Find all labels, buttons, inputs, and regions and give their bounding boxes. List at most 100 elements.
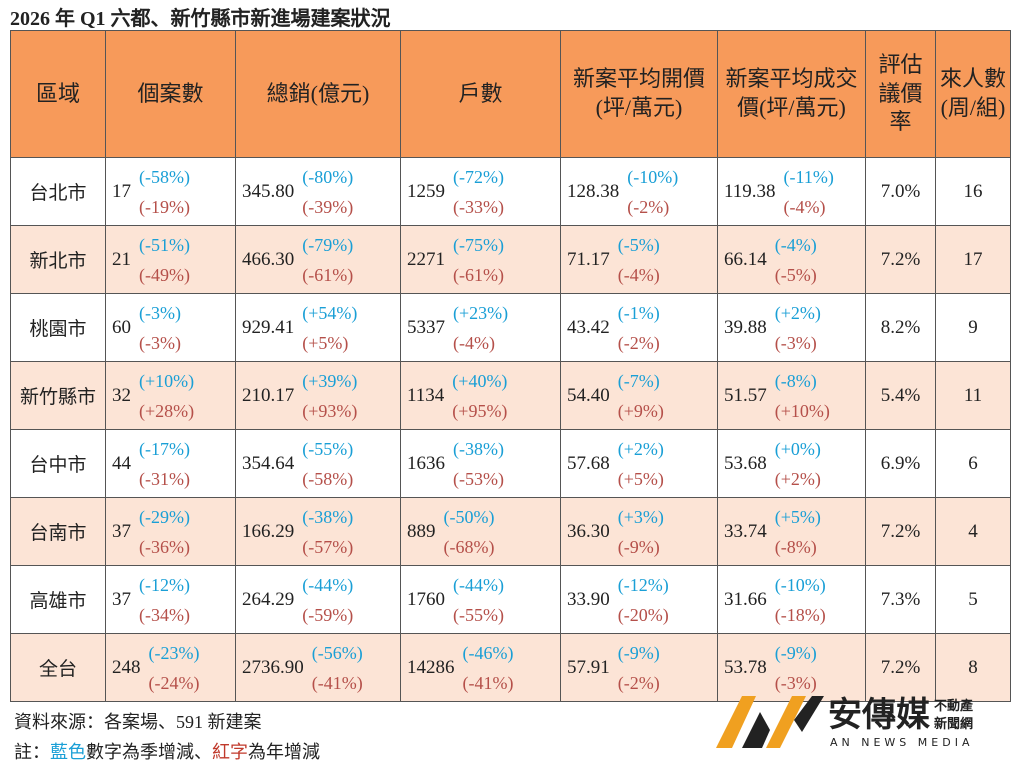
region-cell: 台中市 (10, 429, 106, 498)
cell-content: 33.74 (+5%) (-8%) (718, 502, 865, 562)
value-cell: 7.3% (865, 565, 936, 634)
cell-content: 354.64 (-55%) (-58%) (236, 434, 400, 494)
value-cell: 2271 (-75%) (-61%) (400, 225, 561, 294)
region-cell: 台南市 (10, 497, 106, 566)
change-pair: (-56%) (-41%) (312, 638, 363, 698)
cell-value: 39.88 (724, 316, 767, 338)
quarter-change: (-79%) (302, 234, 354, 255)
quarter-change: (-10%) (627, 166, 679, 187)
value-cell: 1259 (-72%) (-33%) (400, 157, 561, 226)
value-cell: 33.74 (+5%) (-8%) (717, 497, 866, 566)
header-row: 區域 個案數 總銷(億元) 戶數 新案平均開價(坪/萬元) 新案平均成交價(坪/萬元) 評估… (10, 30, 1011, 158)
quarter-change: (+2%) (774, 302, 821, 323)
quarter-change: (-9%) (774, 642, 817, 663)
value-cell: 128.38 (-10%) (-2%) (560, 157, 718, 226)
note-text: 數字為季增減、 (86, 742, 212, 762)
cell-content: 31.66 (-10%) (-18%) (718, 570, 865, 630)
value-cell: 1134 (+40%) (+95%) (400, 361, 561, 430)
year-change: (-33%) (453, 196, 504, 217)
change-pair: (-75%) (-61%) (453, 230, 504, 290)
value-cell: 466.30 (-79%) (-61%) (235, 225, 401, 294)
region-cell: 桃園市 (10, 293, 106, 362)
change-pair: (-11%) (-4%) (784, 162, 834, 222)
column-header: 評估議價率 (865, 30, 936, 158)
cell-content: 889 (-50%) (-68%) (401, 502, 560, 562)
year-change: (-53%) (453, 468, 504, 489)
value-cell: 1760 (-44%) (-55%) (400, 565, 561, 634)
quarter-change: (+3%) (617, 506, 664, 527)
year-change: (-39%) (302, 196, 354, 217)
cell-content: 2271 (-75%) (-61%) (401, 230, 560, 290)
quarter-change: (+5%) (774, 506, 821, 527)
cell-content: 57.68 (+2%) (+5%) (561, 434, 717, 494)
cell-value: 60 (112, 316, 131, 338)
change-pair: (-23%) (-24%) (149, 638, 200, 698)
value-cell: 6 (935, 429, 1011, 498)
cell-content: 32 (+10%) (+28%) (106, 366, 235, 426)
value-cell: 210.17 (+39%) (+93%) (235, 361, 401, 430)
color-note: 註：藍色數字為季增減、紅字為年增減 (14, 738, 320, 764)
value-cell: 8.2% (865, 293, 936, 362)
value-cell: 5.4% (865, 361, 936, 430)
value-cell: 54.40 (-7%) (+9%) (560, 361, 718, 430)
column-header: 新案平均成交價(坪/萬元) (717, 30, 866, 158)
value-cell: 39.88 (+2%) (-3%) (717, 293, 866, 362)
cell-content: 66.14 (-4%) (-5%) (718, 230, 865, 290)
change-pair: (-10%) (-2%) (627, 162, 678, 222)
source-note: 資料來源：各案場、591 新建案 (14, 712, 262, 732)
quarter-change: (-50%) (443, 506, 495, 527)
change-pair: (-58%) (-19%) (139, 162, 190, 222)
cell-value: 1134 (407, 384, 445, 406)
change-pair: (-55%) (-58%) (302, 434, 353, 494)
cell-content: 53.68 (+0%) (+2%) (718, 434, 865, 494)
year-change: (-3%) (774, 332, 817, 353)
year-change: (-41%) (462, 672, 514, 693)
cell-content: 264.29 (-44%) (-59%) (236, 570, 400, 630)
quarter-change: (-38%) (453, 438, 504, 459)
cell-content: 5337 (+23%) (-4%) (401, 298, 560, 358)
cell-value: 166.29 (242, 520, 295, 542)
quarter-change: (+0%) (774, 438, 821, 459)
cell-content: 1259 (-72%) (-33%) (401, 162, 560, 222)
change-pair: (-10%) (-18%) (775, 570, 826, 630)
change-pair: (-38%) (-57%) (302, 502, 353, 562)
cell-content: 1760 (-44%) (-55%) (401, 570, 560, 630)
year-change: (-31%) (139, 468, 190, 489)
cell-content: 210.17 (+39%) (+93%) (236, 366, 400, 426)
region-cell: 台北市 (10, 157, 106, 226)
value-cell: 16 (935, 157, 1011, 226)
cell-content: 2736.90 (-56%) (-41%) (236, 638, 400, 698)
cell-value: 44 (112, 452, 131, 474)
value-cell: 889 (-50%) (-68%) (400, 497, 561, 566)
cell-value: 53.78 (724, 656, 767, 678)
change-pair: (-12%) (-34%) (139, 570, 190, 630)
change-pair: (-46%) (-41%) (463, 638, 514, 698)
year-change: (+9%) (617, 400, 664, 421)
change-pair: (-1%) (-2%) (618, 298, 660, 358)
year-change: (-41%) (311, 672, 363, 693)
table-row: 高雄市 37 (-12%) (-34%) 264.29 (-44%) (-59%) 1760 (… (10, 565, 1011, 634)
year-change: (+95%) (452, 400, 508, 421)
year-change: (-8%) (774, 536, 817, 557)
value-cell: 5 (935, 565, 1011, 634)
year-change: (+93%) (302, 400, 358, 421)
year-change: (+28%) (139, 400, 195, 421)
cell-content: 119.38 (-11%) (-4%) (718, 162, 865, 222)
table-body: 台北市 17 (-58%) (-19%) 345.80 (-80%) (-39%) 1259 (… (10, 157, 1011, 702)
cell-content: 37 (-29%) (-36%) (106, 502, 235, 562)
value-cell: 166.29 (-38%) (-57%) (235, 497, 401, 566)
cell-value: 57.91 (567, 656, 610, 678)
value-cell: 7.0% (865, 157, 936, 226)
cell-value: 1636 (407, 452, 445, 474)
quarter-change: (-44%) (302, 574, 354, 595)
cell-value: 21 (112, 248, 131, 270)
year-change: (-20%) (617, 604, 669, 625)
column-header: 區域 (10, 30, 106, 158)
year-change: (-24%) (148, 672, 200, 693)
change-pair: (-29%) (-36%) (139, 502, 190, 562)
cell-value: 2736.90 (242, 656, 304, 678)
cell-value: 929.41 (242, 316, 295, 338)
logo-sub: 不動產 (934, 698, 973, 714)
cell-value: 889 (407, 520, 436, 542)
cell-content: 36.30 (+3%) (-9%) (561, 502, 717, 562)
